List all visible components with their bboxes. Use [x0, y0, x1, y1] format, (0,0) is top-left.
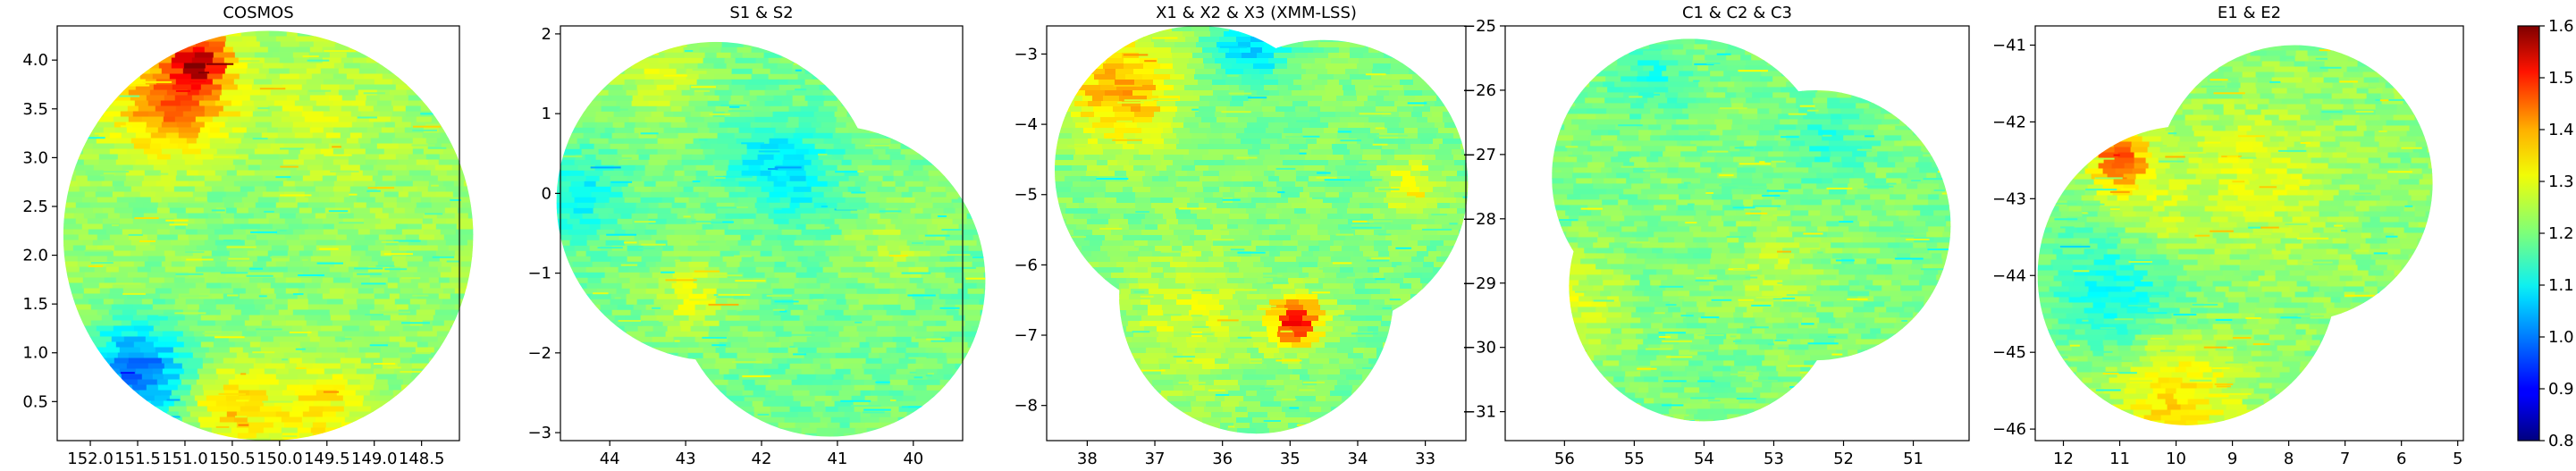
y-tick-label: −7 — [1014, 326, 1038, 345]
panel-1: COSMOS 152.0 151.5 151.0 150.5 150.0 149.5 149.… — [22, 4, 474, 468]
x-tick-label: 5 — [2453, 450, 2462, 468]
x-tick-label: 35 — [1280, 450, 1301, 468]
panel-title: S1 & S2 — [729, 4, 793, 22]
colorbar-tick-label: 0.8 — [2548, 432, 2574, 450]
x-tick-label: 8 — [2284, 450, 2294, 468]
x-tick-label: 150.0 — [257, 450, 303, 468]
x-tick-label: 149.0 — [351, 450, 398, 468]
y-tick-label: −2 — [527, 344, 551, 363]
y-tick-label: 2 — [542, 25, 551, 44]
colorbar: 0.8 0.9 1.0 1.1 1.2 1.3 1.4 1.5 1.6 — [2517, 17, 2574, 450]
axes-frame — [2034, 25, 2464, 442]
colorbar-tick-label: 1.4 — [2548, 121, 2574, 139]
y-tick-label: −41 — [1992, 36, 2026, 55]
y-tick-label: −25 — [1462, 17, 1496, 36]
panel-title: C1 & C2 & C3 — [1682, 4, 1792, 22]
y-tick-label: 4.0 — [22, 51, 48, 70]
colorbar-tick-label: 1.5 — [2548, 69, 2574, 88]
y-tick-label: −6 — [1014, 256, 1038, 274]
heatmap-1 — [63, 30, 474, 441]
colorbar-tick-label: 1.2 — [2548, 224, 2574, 243]
axes-frame — [56, 25, 460, 442]
colorbar-tick-label: 1.0 — [2548, 328, 2574, 347]
x-tick-label: 40 — [903, 450, 923, 468]
panel-title: COSMOS — [223, 4, 293, 22]
y-tick-label: 1.0 — [22, 344, 48, 363]
heatmap-4 — [1552, 38, 1951, 422]
y-tick-label: 2.0 — [22, 247, 48, 265]
y-tick-label: −28 — [1462, 210, 1496, 229]
y-tick-label: −30 — [1462, 339, 1496, 357]
x-tick-label: 149.5 — [304, 450, 350, 468]
panel-title: X1 & X2 & X3 (XMM-LSS) — [1156, 4, 1357, 22]
y-tick-label: −46 — [1992, 420, 2026, 439]
panel-3: X1 & X2 & X3 (XMM-LSS) 38 37 36 35 34 33 −8 −7 −6… — [1014, 4, 1469, 468]
x-tick-label: 53 — [1764, 450, 1784, 468]
x-tick-label: 42 — [752, 450, 772, 468]
x-tick-label: 54 — [1694, 450, 1714, 468]
y-tick-label: 0.5 — [22, 392, 48, 411]
panel-4: C1 & C2 & C3 56 55 54 53 52 51 −31 −30 −29 −28 −27 −… — [1462, 4, 1970, 468]
x-tick-label: 7 — [2340, 450, 2350, 468]
colorbar-tick-label: 1.3 — [2548, 172, 2574, 191]
panel-title: E1 & E2 — [2218, 4, 2281, 22]
colorbar-tick-label: 1.6 — [2548, 17, 2574, 36]
heatmap-3 — [1055, 26, 1469, 434]
y-tick-label: −3 — [527, 424, 551, 442]
y-tick-label: −26 — [1462, 81, 1496, 100]
x-tick-label: 55 — [1624, 450, 1645, 468]
x-tick-label: 43 — [676, 450, 696, 468]
heatmap-5 — [2037, 45, 2433, 425]
x-tick-label: 10 — [2166, 450, 2186, 468]
colorbar-tick-label: 1.1 — [2548, 276, 2574, 295]
y-tick-label: 3.0 — [22, 148, 48, 167]
x-tick-label: 34 — [1348, 450, 1368, 468]
y-tick-label: 1 — [542, 105, 551, 123]
x-tick-label: 41 — [827, 450, 847, 468]
y-tick-label: 1.5 — [22, 295, 48, 314]
x-tick-label: 44 — [600, 450, 620, 468]
x-tick-label: 148.5 — [399, 450, 445, 468]
axes-frame — [1504, 25, 1970, 442]
y-tick-label: −5 — [1014, 186, 1038, 205]
x-tick-label: 51 — [1903, 450, 1924, 468]
y-tick-label: −27 — [1462, 146, 1496, 164]
heatmap-2 — [556, 41, 986, 437]
y-tick-label: −45 — [1992, 343, 2026, 362]
y-tick-label: −31 — [1462, 403, 1496, 422]
x-tick-label: 52 — [1833, 450, 1854, 468]
y-tick-label: −42 — [1992, 113, 2026, 131]
colorbar-gradient — [2517, 25, 2540, 442]
x-tick-label: 152.0 — [67, 450, 114, 468]
y-tick-label: 2.5 — [22, 198, 48, 216]
x-tick-label: 38 — [1077, 450, 1098, 468]
y-tick-label: −43 — [1992, 189, 2026, 208]
y-tick-label: 0 — [542, 184, 551, 203]
x-tick-label: 56 — [1554, 450, 1575, 468]
panel-2: S1 & S2 44 43 42 41 40 −3 −2 −1 0 1 2 — [527, 4, 986, 468]
y-tick-label: −3 — [1014, 45, 1038, 63]
colorbar-tick-label: 0.9 — [2548, 380, 2574, 399]
x-tick-label: 151.0 — [162, 450, 208, 468]
panel-5: E1 & E2 12 11 10 9 8 7 6 5 −46 −45 −44 −43 −42 −41 — [1992, 4, 2464, 468]
axes-frame — [1046, 25, 1467, 442]
x-tick-label: 9 — [2227, 450, 2237, 468]
x-tick-label: 12 — [2053, 450, 2074, 468]
x-tick-label: 36 — [1212, 450, 1233, 468]
x-tick-label: 6 — [2396, 450, 2406, 468]
x-tick-label: 33 — [1415, 450, 1435, 468]
y-tick-label: −8 — [1014, 397, 1038, 416]
x-tick-label: 150.5 — [209, 450, 256, 468]
y-tick-label: −1 — [527, 265, 551, 283]
y-tick-label: 3.5 — [22, 100, 48, 119]
y-tick-label: −4 — [1014, 115, 1038, 134]
x-tick-label: 11 — [2109, 450, 2130, 468]
y-tick-label: −29 — [1462, 274, 1496, 293]
x-tick-label: 37 — [1145, 450, 1166, 468]
y-tick-label: −44 — [1992, 266, 2026, 285]
x-tick-label: 151.5 — [114, 450, 161, 468]
